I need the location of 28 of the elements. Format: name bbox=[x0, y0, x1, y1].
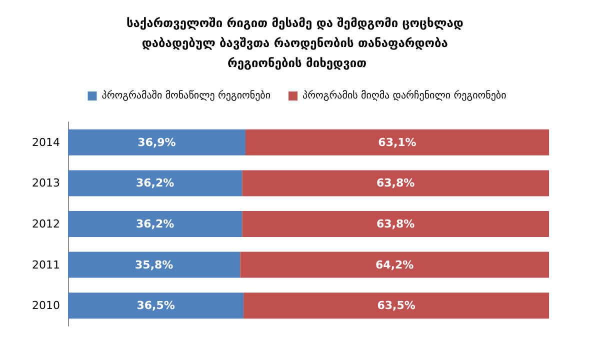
bar bbox=[244, 292, 549, 319]
legend-label: პროგრამაში მონაწილე რეგიონები bbox=[102, 90, 271, 102]
chart-title: საქართველოში რიგით მესამე და შემდგომი ცოცხლად დაბადებულ ბავშვთა რაოდენობის თანაფარდობა რეგიონების მიხედვით bbox=[126, 16, 468, 70]
y-tick-label: 2013 bbox=[32, 176, 60, 190]
y-tick-label: 2011 bbox=[32, 258, 60, 272]
data-label: 36,2% bbox=[136, 218, 174, 230]
data-label: 63,5% bbox=[377, 299, 416, 312]
bar bbox=[68, 129, 246, 156]
data-label: 64,2% bbox=[376, 258, 414, 272]
bar bbox=[242, 170, 549, 196]
data-label: 35,8% bbox=[135, 258, 174, 272]
bar bbox=[68, 252, 240, 278]
data-label: 63,1% bbox=[378, 136, 416, 149]
data-label: 36,5% bbox=[136, 299, 175, 312]
y-tick-label: 2010 bbox=[32, 299, 60, 312]
bar bbox=[242, 211, 549, 237]
data-label: 63,8% bbox=[376, 176, 415, 190]
bar bbox=[240, 252, 549, 278]
bar bbox=[68, 170, 242, 196]
data-label: 36,2% bbox=[136, 176, 174, 190]
legend-label: პროგრამის მიღმა დარჩენილი რეგიონები bbox=[302, 90, 506, 102]
y-tick-label: 2012 bbox=[32, 218, 60, 230]
y-tick-label: 2014 bbox=[32, 136, 60, 149]
data-label: 36,9% bbox=[138, 136, 176, 149]
bar bbox=[68, 292, 244, 319]
bar bbox=[245, 129, 549, 156]
bar bbox=[68, 211, 242, 237]
data-label: 63,8% bbox=[376, 218, 415, 230]
